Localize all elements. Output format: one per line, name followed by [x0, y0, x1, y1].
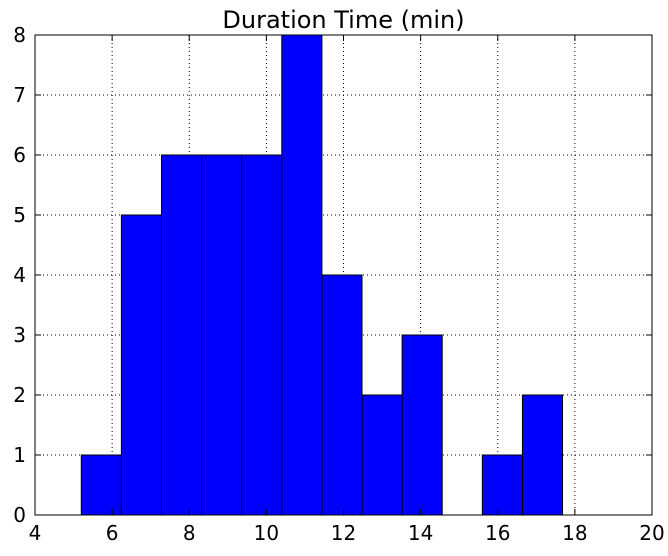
y-tick-label: 6: [13, 143, 26, 167]
y-tick-label: 5: [13, 203, 26, 227]
x-tick-label: 14: [408, 521, 433, 545]
y-tick-label: 3: [13, 323, 26, 347]
x-tick-label: 10: [254, 521, 279, 545]
y-tick-label: 8: [13, 23, 26, 47]
histogram-bar: [401, 334, 443, 516]
y-tick-label: 0: [13, 503, 26, 527]
chart-title: Duration Time (min): [222, 6, 464, 34]
histogram-bar: [481, 454, 523, 516]
y-tick-label: 7: [13, 83, 26, 107]
x-tick-label: 16: [485, 521, 510, 545]
x-tick-label: 6: [106, 521, 119, 545]
histogram-bar: [201, 154, 243, 516]
histogram-bar: [120, 214, 162, 516]
histogram-bar: [361, 394, 403, 516]
x-tick-label: 12: [331, 521, 356, 545]
histogram-bar: [160, 154, 203, 516]
y-tick-label: 2: [13, 383, 26, 407]
x-tick-label: 4: [29, 521, 42, 545]
x-tick-label: 8: [183, 521, 196, 545]
histogram-bar: [80, 454, 122, 516]
histogram-bar: [241, 154, 283, 516]
histogram-bar: [521, 394, 564, 516]
x-tick-label: 18: [562, 521, 587, 545]
histogram-bar: [321, 274, 363, 516]
bars-layer: [80, 34, 564, 516]
y-tick-label: 1: [13, 443, 26, 467]
x-tick-label: 20: [639, 521, 664, 545]
histogram-bar: [281, 34, 323, 516]
y-tick-label: 4: [13, 263, 26, 287]
